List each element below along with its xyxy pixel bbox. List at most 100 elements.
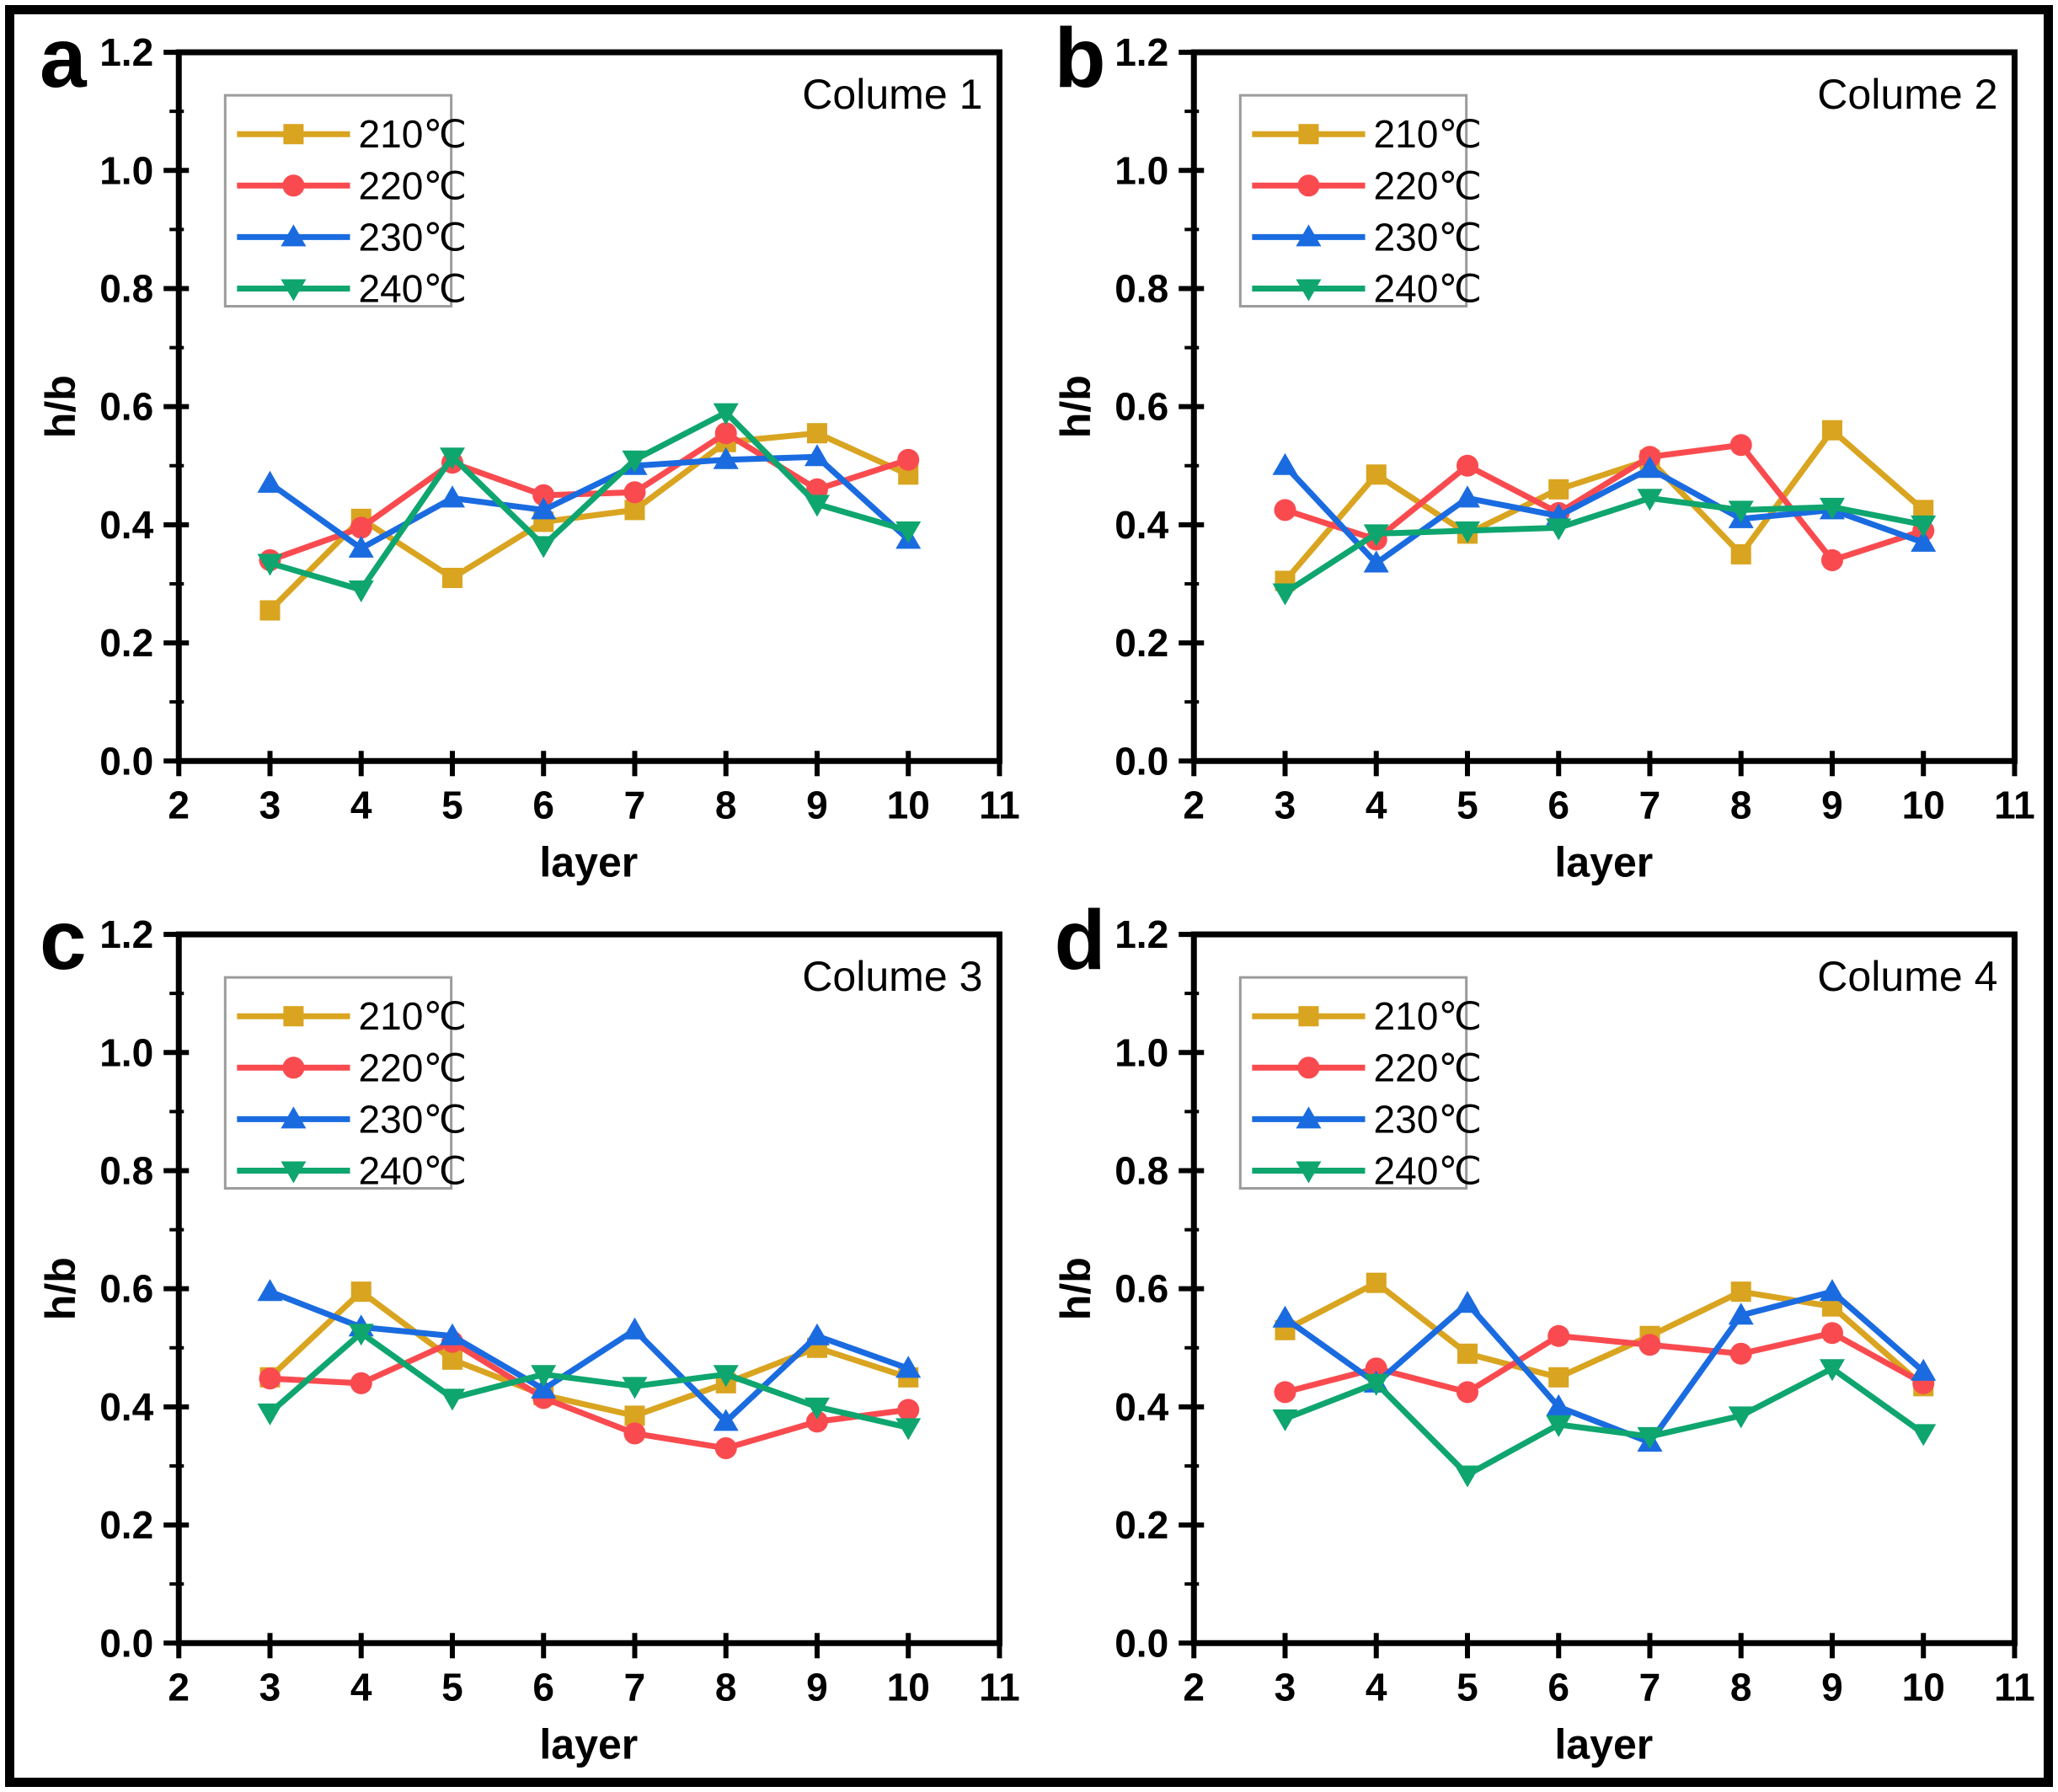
legend-label: 220℃: [1373, 163, 1482, 207]
legend-marker: [282, 174, 305, 197]
series-layer: [257, 403, 922, 621]
data-point-marker-210℃: [1457, 1343, 1478, 1364]
data-point-marker-240℃: [1819, 1358, 1845, 1381]
data-point-marker-220℃: [1456, 1380, 1478, 1403]
series-line-240℃: [266, 1329, 911, 1431]
legend-label: 210℃: [1373, 112, 1482, 156]
data-point-marker-230℃: [1728, 1302, 1754, 1324]
legend-marker: [281, 1105, 307, 1128]
data-point-marker-240℃: [804, 1397, 830, 1420]
data-point-marker-220℃: [1729, 1342, 1752, 1365]
legend-label: 240℃: [1373, 1148, 1482, 1192]
y-tick-label: 1.2: [99, 30, 153, 74]
y-axis-label: h/b: [1052, 375, 1099, 438]
data-point-marker-230℃: [257, 1278, 283, 1301]
data-point-marker-230℃: [1636, 456, 1662, 479]
data-point-marker-240℃: [348, 1323, 374, 1345]
y-tick-label: 0.2: [99, 621, 153, 665]
y-tick-label: 0.0: [1115, 1621, 1168, 1665]
x-tick-label: 10: [1901, 783, 1944, 826]
legend-label: 240℃: [359, 1148, 468, 1192]
x-tick-label: 7: [624, 1665, 646, 1709]
series-line-220℃: [1281, 441, 1927, 564]
y-tick-label: 1.0: [1115, 148, 1168, 192]
x-axis-label: layer: [539, 838, 638, 885]
data-point-marker-240℃: [257, 554, 283, 576]
data-point-marker-230℃: [713, 447, 739, 469]
x-tick-label: 2: [168, 783, 190, 826]
x-tick-label: 11: [1994, 783, 2035, 826]
x-tick-label: 10: [1901, 1665, 1944, 1709]
y-axis-label: h/b: [37, 375, 84, 438]
y-tick-label: 1.2: [1115, 30, 1168, 74]
data-point-marker-240℃: [713, 1364, 739, 1387]
panel-letter-a: a: [40, 14, 87, 105]
data-point-marker-230℃: [1819, 1278, 1845, 1301]
series-line-230℃: [266, 1288, 911, 1425]
x-tick-label: 4: [1365, 783, 1387, 826]
data-point-marker-230℃: [1545, 1393, 1571, 1416]
axes-layer: 2 3 4 5 6 7 8 9 10 11 0.0 0.2 0.4 0.6 0.8 1.0 1.2: [1115, 30, 2035, 826]
x-axis-label: layer: [539, 1720, 638, 1768]
panel-d: d 2 3 4 5 6 7 8 9 10 11 0.0 0.2 0.4 0.6 0.8 1.0 1.2 210℃…: [1029, 896, 2045, 1779]
legend-marker: [1295, 1105, 1321, 1128]
data-point-marker-240℃: [1271, 583, 1298, 606]
data-point-marker-210℃: [1366, 464, 1387, 485]
x-tick-label: 8: [1729, 783, 1751, 826]
panel-title: Colume 3: [802, 953, 982, 1000]
x-tick-label: 11: [979, 1665, 1020, 1709]
x-tick-label: 2: [1183, 783, 1205, 826]
data-point-marker-220℃: [1820, 548, 1843, 571]
data-point-marker-240℃: [1271, 1409, 1298, 1431]
data-point-marker-230℃: [1454, 485, 1480, 508]
series-line-230℃: [1281, 463, 1927, 566]
data-point-marker-220℃: [805, 1410, 828, 1432]
data-point-marker-220℃: [1273, 1380, 1296, 1403]
data-point-marker-220℃: [1820, 1321, 1843, 1344]
data-point-marker-230℃: [531, 1376, 557, 1399]
legend-label: 220℃: [359, 163, 468, 207]
y-tick-label: 0.8: [99, 1148, 153, 1192]
y-tick-label: 1.0: [99, 1030, 153, 1074]
data-point-marker-210℃: [259, 600, 281, 621]
y-tick-label: 0.2: [1115, 1503, 1168, 1547]
data-point-marker-230℃: [895, 1355, 922, 1377]
panel-a: a 2 3 4 5 6 7 8 9 10 11 0.0 0.2 0.4 0.6 0.8 1.0 1.2 210℃…: [14, 14, 1029, 896]
legend-label: 230℃: [359, 1097, 468, 1141]
chart-d: 2 3 4 5 6 7 8 9 10 11 0.0 0.2 0.4 0.6 0.8 1.0 1.2 210℃ 22…: [1052, 912, 2035, 1768]
data-point-marker-240℃: [1910, 1423, 1936, 1446]
legend-marker: [1296, 1056, 1319, 1078]
panel-title: Colume 2: [1817, 71, 1997, 118]
data-point-marker-240℃: [439, 447, 465, 470]
legend-marker: [281, 224, 307, 247]
x-tick-label: 10: [887, 783, 930, 826]
x-tick-label: 7: [624, 783, 646, 826]
chart-a: 2 3 4 5 6 7 8 9 10 11 0.0 0.2 0.4 0.6 0.8 1.0 1.2 210℃ 22…: [37, 30, 1020, 885]
data-point-marker-220℃: [259, 1367, 281, 1389]
legend-marker: [1295, 224, 1321, 247]
data-point-marker-230℃: [1454, 1290, 1480, 1313]
data-point-marker-220℃: [714, 1436, 737, 1459]
data-point-marker-230℃: [531, 497, 557, 520]
data-point-marker-210℃: [1730, 543, 1751, 564]
y-axis-label: h/b: [37, 1257, 84, 1320]
data-point-marker-220℃: [623, 481, 646, 504]
legend-label: 210℃: [359, 112, 468, 156]
data-point-marker-210℃: [1730, 1281, 1751, 1302]
x-tick-label: 2: [1183, 1665, 1205, 1709]
data-point-marker-220℃: [350, 516, 372, 539]
x-tick-label: 9: [806, 783, 828, 826]
data-point-marker-240℃: [1728, 1405, 1754, 1428]
data-point-marker-220℃: [1729, 434, 1752, 457]
x-tick-label: 4: [1365, 1665, 1387, 1709]
series-line-230℃: [1281, 1288, 1927, 1445]
y-tick-label: 0.6: [1115, 385, 1168, 429]
data-point-marker-240℃: [1363, 1373, 1389, 1396]
y-tick-label: 0.8: [1115, 266, 1168, 310]
legend-box: [223, 976, 453, 1190]
series-layer: [1271, 420, 1936, 606]
data-point-marker-240℃: [1910, 515, 1936, 538]
x-tick-label: 2: [168, 1665, 190, 1709]
series-line-210℃: [1281, 1279, 1927, 1389]
data-point-marker-240℃: [531, 1364, 557, 1387]
